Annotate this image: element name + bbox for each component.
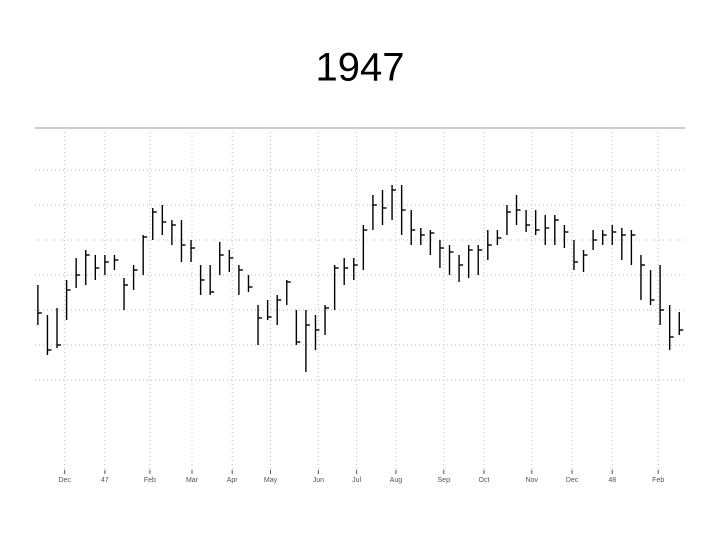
x-tick-label: Nov bbox=[526, 477, 539, 484]
x-tick-label: Mar bbox=[186, 477, 199, 484]
x-tick-label: Apr bbox=[227, 477, 239, 484]
x-tick-label: Feb bbox=[144, 477, 156, 484]
x-tick-label: Jun bbox=[313, 477, 324, 484]
x-tick-label: Oct bbox=[479, 477, 490, 484]
slide-title: 1947 bbox=[316, 46, 405, 90]
x-tick-label: 48 bbox=[608, 477, 616, 484]
horizontal-grid bbox=[35, 169, 685, 381]
x-tick-label: Dec bbox=[566, 477, 579, 484]
x-tick-label: Sep bbox=[438, 477, 451, 484]
x-tick-label: 47 bbox=[101, 477, 109, 484]
x-tick-label: Jul bbox=[352, 477, 361, 484]
x-tick-label: May bbox=[264, 477, 278, 484]
x-tick-label: Aug bbox=[390, 477, 403, 484]
x-tick-label: Dec bbox=[58, 477, 71, 484]
x-tick-label: Feb bbox=[652, 477, 664, 484]
